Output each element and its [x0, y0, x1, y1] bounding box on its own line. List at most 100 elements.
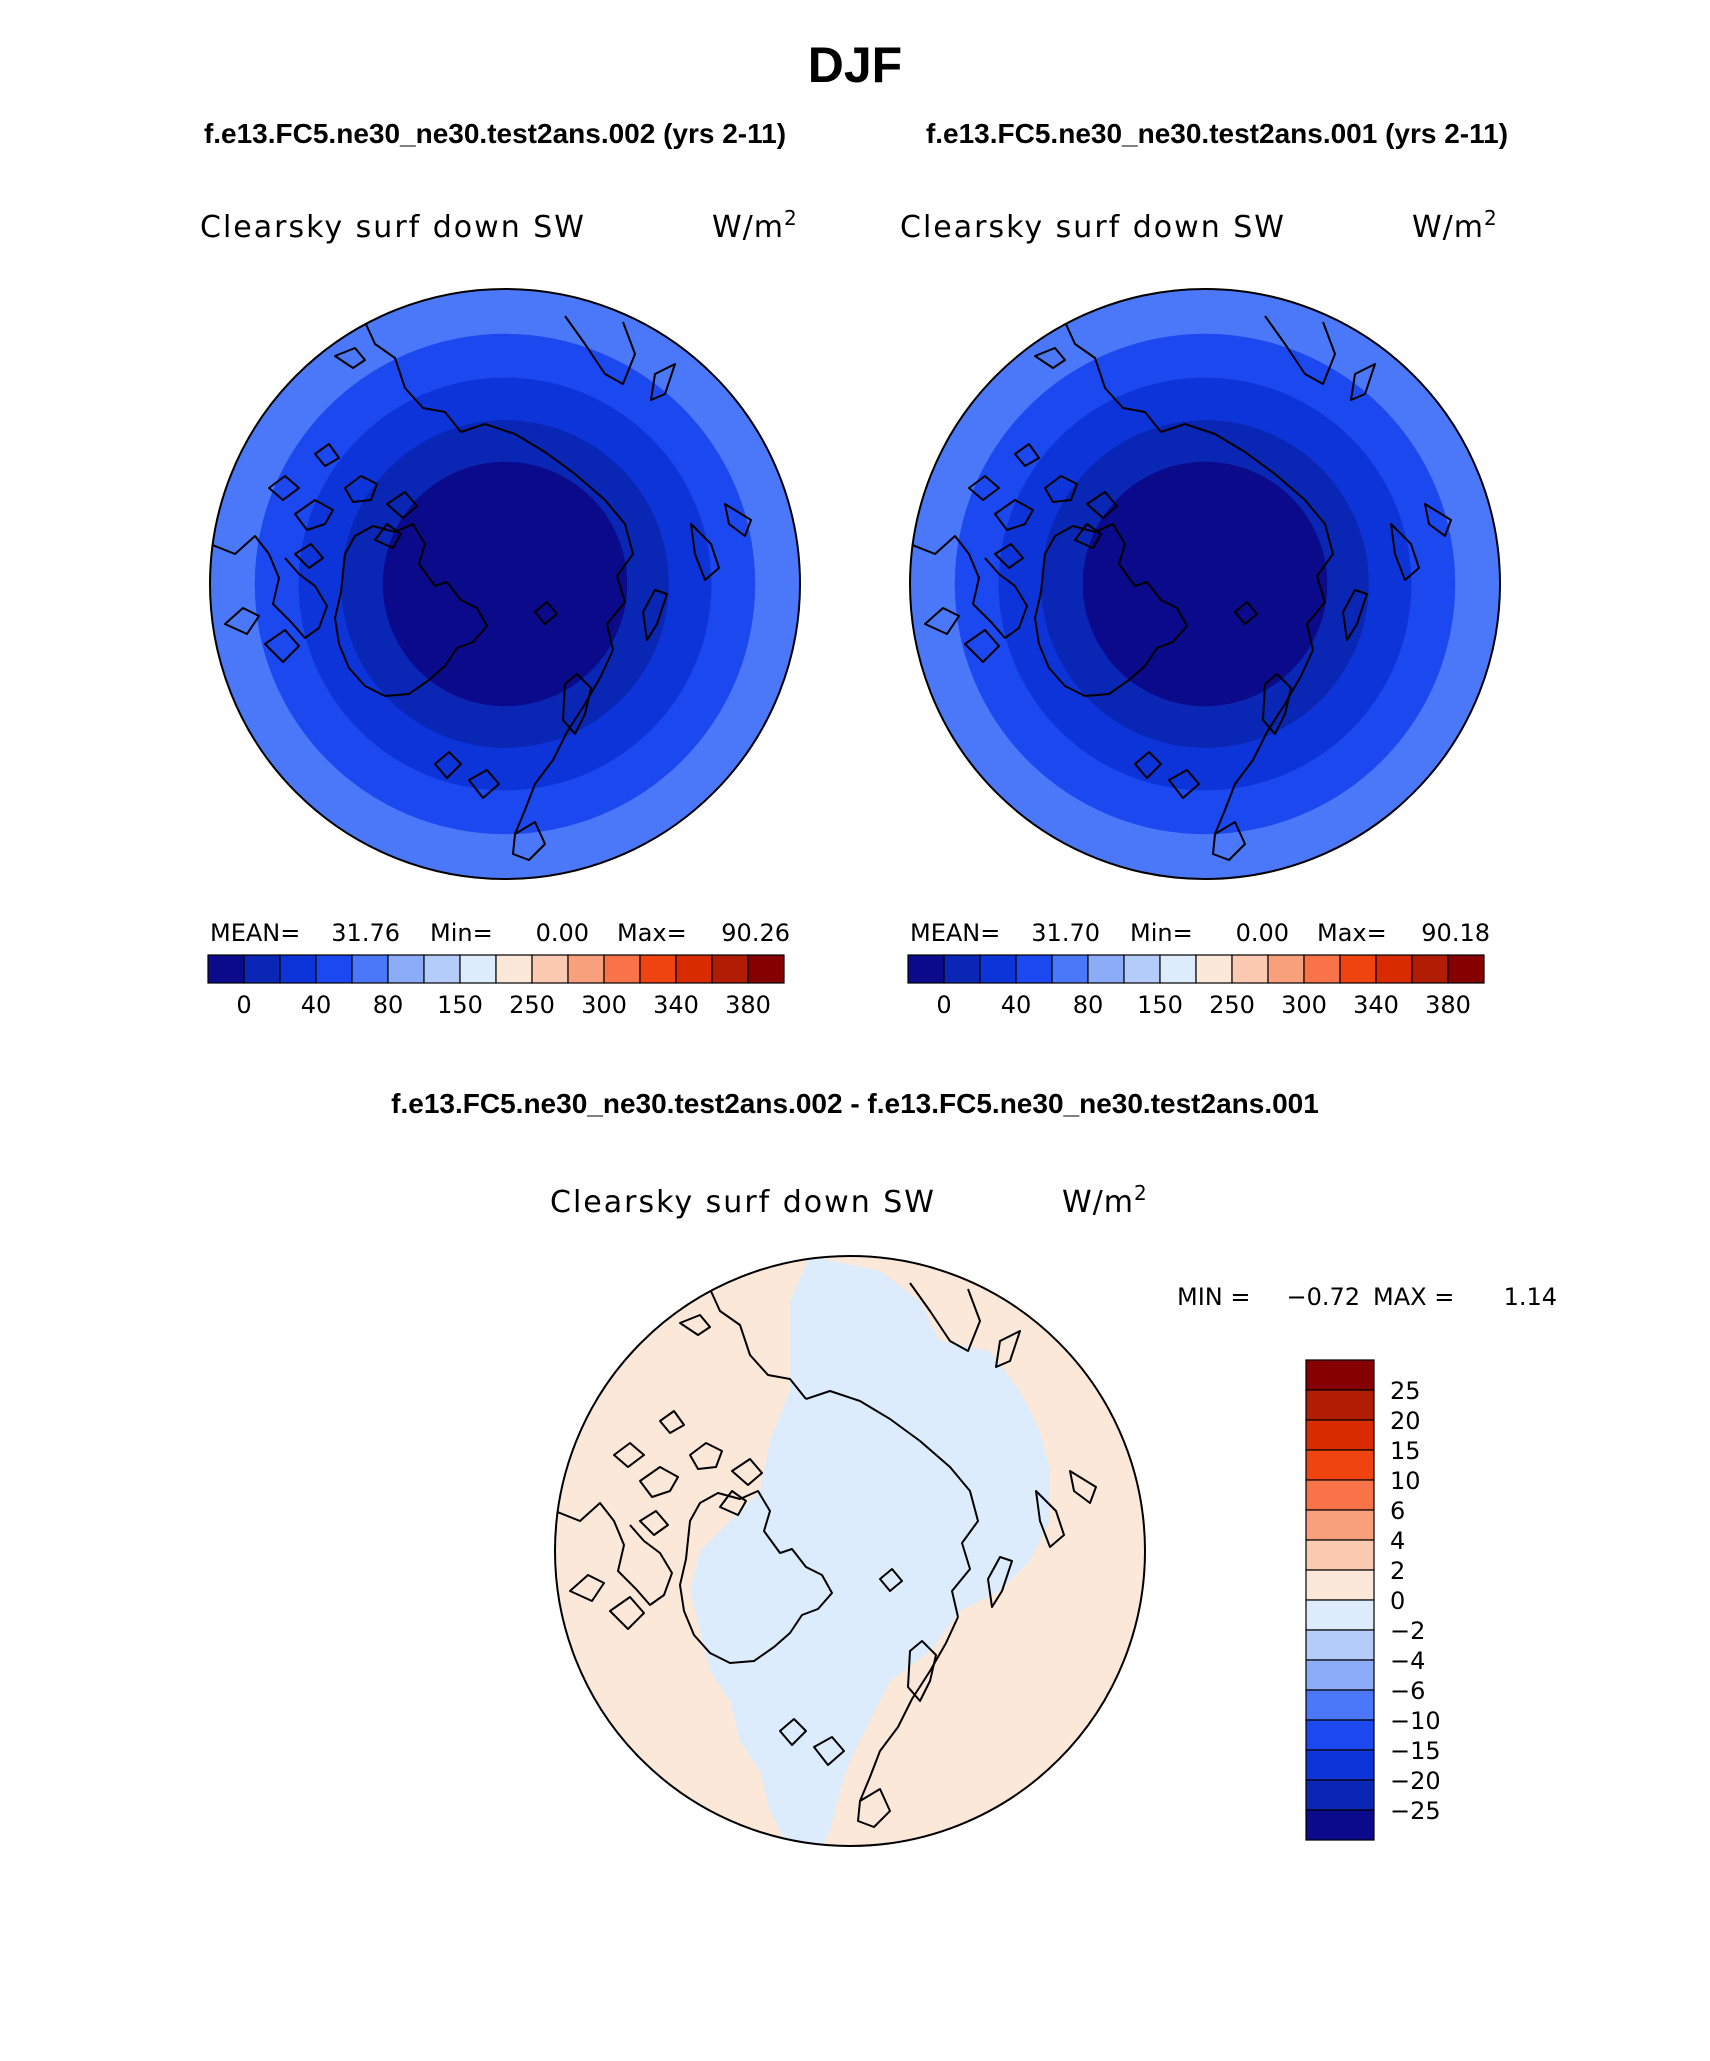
colorbar-swatch [423, 954, 461, 984]
svg-text:1.14: 1.14 [1504, 1283, 1557, 1311]
colorbar-tick-label: 4 [1390, 1527, 1405, 1555]
colorbar-swatch [459, 954, 497, 984]
colorbar-left [207, 954, 785, 984]
svg-text:Min=: Min= [430, 919, 493, 947]
panel-diff-units: W/m2 [1062, 1181, 1148, 1220]
colorbar-swatch [567, 954, 605, 984]
colorbar-swatch [1305, 1539, 1375, 1571]
panel-diff: Clearsky surf down SW W/m2 MIN = −0.72 M… [550, 1181, 1557, 1847]
colorbar-swatch [495, 954, 533, 984]
colorbar-swatch [1051, 954, 1089, 984]
colorbar-swatch [979, 954, 1017, 984]
map-border-right [909, 288, 1501, 880]
colorbar-swatch [1305, 1359, 1375, 1391]
colorbar-swatch [1015, 954, 1053, 984]
colorbar-tick-label: 2 [1390, 1557, 1405, 1585]
colorbar-swatch [639, 954, 677, 984]
colorbar-tick-label: 150 [437, 991, 483, 1019]
colorbar-swatch [387, 954, 425, 984]
colorbar-swatch [1305, 1749, 1375, 1781]
colorbar-swatch [315, 954, 353, 984]
colorbar-tick-label: −10 [1390, 1707, 1441, 1735]
map-border-diff [554, 1255, 1146, 1847]
colorbar-tick-label: 0 [1390, 1587, 1405, 1615]
colorbar-swatch [943, 954, 981, 984]
svg-text:Max=: Max= [617, 919, 687, 947]
svg-text:31.70: 31.70 [1031, 919, 1100, 947]
colorbar-tick-label: −15 [1390, 1737, 1441, 1765]
colorbar-right [907, 954, 1485, 984]
colorbar-swatch [1305, 1419, 1375, 1451]
svg-text:Max=: Max= [1317, 919, 1387, 947]
colorbar-swatch [1305, 1719, 1375, 1751]
colorbar-swatch [1305, 1629, 1375, 1661]
colorbar-tick-label: 0 [236, 991, 251, 1019]
field-ring [1082, 461, 1328, 707]
colorbar-tick-label: 6 [1390, 1497, 1405, 1525]
colorbar-tick-label: −6 [1390, 1677, 1425, 1705]
colorbar-right-labels: 0 40 80 150 250 300 340 380 [936, 991, 1471, 1019]
stats-left: MEAN= 31.76 Min= 0.00 Max= 90.26 [210, 919, 790, 947]
colorbar-tick-label: 300 [1281, 991, 1327, 1019]
colorbar-swatch [675, 954, 713, 984]
colorbar-swatch [1305, 1569, 1375, 1601]
case-left-title: f.e13.FC5.ne30_ne30.test2ans.002 (yrs 2-… [204, 118, 786, 149]
panel-left-units: W/m2 [712, 206, 798, 245]
colorbar-tick-label: 250 [509, 991, 555, 1019]
panel-right-units: W/m2 [1412, 206, 1498, 245]
svg-text:0.00: 0.00 [1236, 919, 1289, 947]
colorbar-swatch [747, 954, 785, 984]
colorbar-tick-label: −2 [1390, 1617, 1425, 1645]
colorbar-swatch [1305, 1809, 1375, 1841]
colorbar-tick-label: 340 [1353, 991, 1399, 1019]
case-right-title: f.e13.FC5.ne30_ne30.test2ans.001 (yrs 2-… [926, 118, 1508, 149]
colorbar-swatch [907, 954, 945, 984]
colorbar-swatch [1375, 954, 1413, 984]
diff-title: f.e13.FC5.ne30_ne30.test2ans.002 - f.e13… [391, 1088, 1319, 1119]
colorbar-tick-label: −25 [1390, 1797, 1441, 1825]
colorbar-tick-label: 340 [653, 991, 699, 1019]
svg-text:90.18: 90.18 [1421, 919, 1490, 947]
panel-left: Clearsky surf down SW W/m2 MEAN= 31.76 M… [200, 206, 801, 1019]
colorbar-tick-label: 150 [1137, 991, 1183, 1019]
diff-negative-field [690, 1256, 1050, 1846]
colorbar-swatch [1267, 954, 1305, 984]
colorbar-tick-label: 40 [1001, 991, 1032, 1019]
panel-right-variable: Clearsky surf down SW [900, 210, 1286, 245]
colorbar-swatch [1305, 1509, 1375, 1541]
colorbar-swatch [1231, 954, 1269, 984]
colorbar-swatch [1123, 954, 1161, 984]
svg-text:MIN =: MIN = [1177, 1283, 1250, 1311]
colorbar-tick-label: 40 [301, 991, 332, 1019]
colorbar-swatch [1195, 954, 1233, 984]
colorbar-swatch [1159, 954, 1197, 984]
colorbar-tick-label: 25 [1390, 1377, 1421, 1405]
colorbar-swatch [1305, 1479, 1375, 1511]
colorbar-swatch [1305, 1599, 1375, 1631]
colorbar-tick-label: 10 [1390, 1467, 1421, 1495]
colorbar-swatch [243, 954, 281, 984]
colorbar-tick-label: 80 [373, 991, 404, 1019]
svg-text:−0.72: −0.72 [1286, 1283, 1360, 1311]
panel-left-variable: Clearsky surf down SW [200, 210, 586, 245]
colorbar-swatch [603, 954, 641, 984]
svg-text:31.76: 31.76 [331, 919, 400, 947]
svg-text:0.00: 0.00 [536, 919, 589, 947]
colorbar-swatch [279, 954, 317, 984]
panel-diff-variable: Clearsky surf down SW [550, 1185, 936, 1220]
colorbar-tick-label: 15 [1390, 1437, 1421, 1465]
colorbar-tick-label: 380 [725, 991, 771, 1019]
svg-text:MAX =: MAX = [1373, 1283, 1454, 1311]
colorbar-swatch [1305, 1389, 1375, 1421]
svg-text:MEAN=: MEAN= [910, 919, 1000, 947]
colorbar-swatch [1303, 954, 1341, 984]
svg-text:MEAN=: MEAN= [210, 919, 300, 947]
colorbar-swatch [1305, 1659, 1375, 1691]
colorbar-tick-label: −4 [1390, 1647, 1425, 1675]
panel-right: Clearsky surf down SW W/m2 MEAN= 31.70 M… [900, 206, 1501, 1019]
colorbar-swatch [711, 954, 749, 984]
colorbar-swatch [1339, 954, 1377, 984]
colorbar-left-labels: 0 40 80 150 250 300 340 380 [236, 991, 771, 1019]
diff-minmax: MIN = −0.72 MAX = 1.14 [1177, 1283, 1557, 1311]
